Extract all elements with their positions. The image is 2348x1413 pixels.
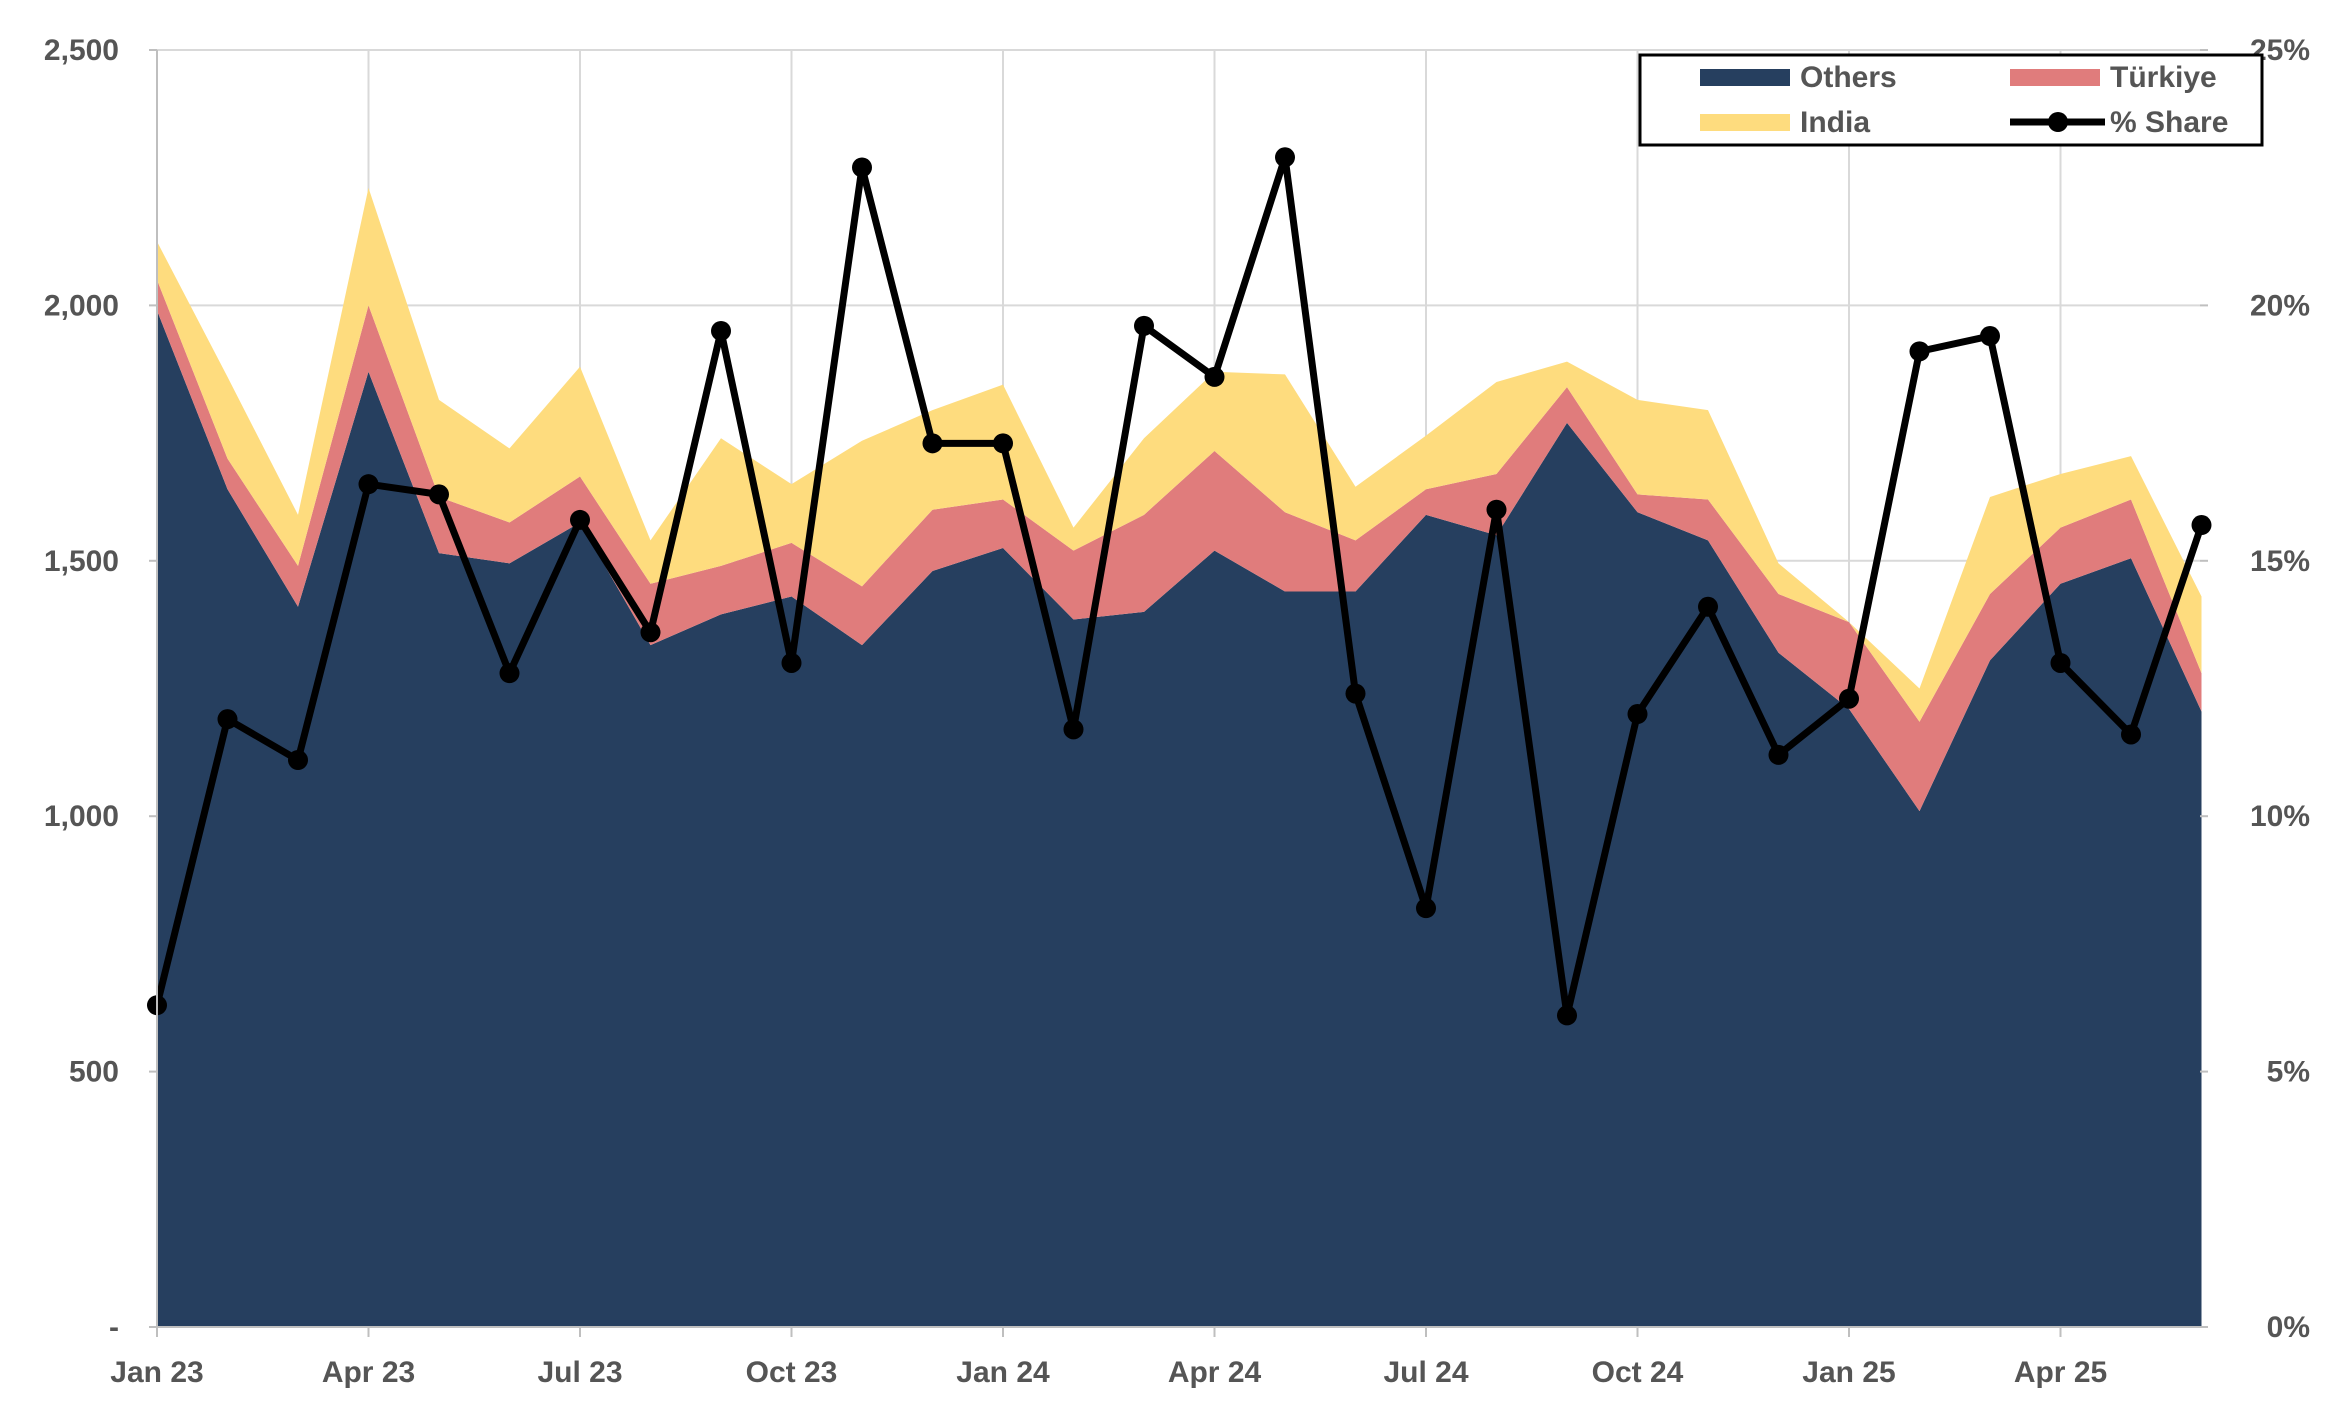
share-point [1416,898,1436,919]
share-point [2191,515,2212,536]
x-tick-label: Apr 25 [2014,1356,2107,1389]
area-others [157,310,2202,1327]
share-point [217,709,238,730]
axes: -5001,0001,5002,0002,5000%5%10%15%20%25%… [44,34,2310,1389]
share-point [1204,366,1225,387]
y-left-tick-label: - [109,1311,119,1344]
legend-marker [2048,112,2068,132]
legend-swatch [1700,114,1790,131]
area-india [157,187,2202,722]
x-tick-label: Apr 24 [1168,1356,1262,1389]
share-point [288,750,308,771]
share-point [922,433,943,454]
legend: Others Türkiye India % Share [1638,53,2264,147]
x-tick-label: Jan 25 [1802,1356,1895,1389]
share-point [1557,1005,1577,1026]
share-point [1768,744,1789,765]
share-point [711,320,731,341]
stacked-areas [157,187,2202,1327]
y-right-tick-label: 20% [2250,289,2310,322]
share-point [1698,596,1718,617]
x-tick-label: Jan 24 [956,1356,1050,1389]
y-right-tick-label: 5% [2267,1056,2310,1089]
share-point [358,474,379,495]
y-left-tick-label: 500 [69,1056,119,1089]
share-point [2121,724,2141,745]
share-point [429,484,449,505]
y-left-tick-label: 1,500 [44,545,119,578]
y-left-tick-label: 2,000 [44,289,119,322]
share-line-series [147,147,2212,1026]
y-left-tick-label: 2,500 [44,34,119,67]
x-tick-label: Jan 23 [110,1356,203,1389]
share-line [153,153,2205,1019]
x-tick-label: Apr 23 [322,1356,415,1389]
y-right-tick-label: 0% [2267,1311,2310,1344]
share-point [1134,315,1154,336]
share-point [1275,147,1295,168]
share-point [1486,499,1507,520]
share-point [2050,652,2071,673]
y-right-tick-label: 15% [2250,545,2310,578]
legend-label: India [1800,106,1870,139]
y-left-tick-label: 1,000 [44,800,119,833]
x-tick-label: Jul 24 [1383,1356,1468,1389]
area-t-rkiye [157,279,2202,812]
share-point [570,509,590,530]
legend-label: % Share [2110,106,2228,139]
legend-swatch [2010,69,2100,86]
legend-swatch [1700,69,1790,86]
share-point [1627,704,1648,725]
legend-label: Türkiye [2110,61,2217,94]
share-point [1980,326,2000,347]
share-point [852,157,872,178]
share-point [1909,341,1930,362]
share-point [781,652,802,673]
share-point [640,622,661,643]
share-point [993,433,1013,454]
share-point [1063,719,1084,740]
legend-label: Others [1800,61,1897,94]
share-point [1345,683,1366,704]
x-tick-label: Jul 23 [537,1356,622,1389]
y-right-tick-label: 10% [2250,800,2310,833]
share-point [499,663,520,684]
share-point [1839,688,1859,709]
x-tick-label: Oct 24 [1592,1356,1684,1389]
x-tick-label: Oct 23 [746,1356,838,1389]
